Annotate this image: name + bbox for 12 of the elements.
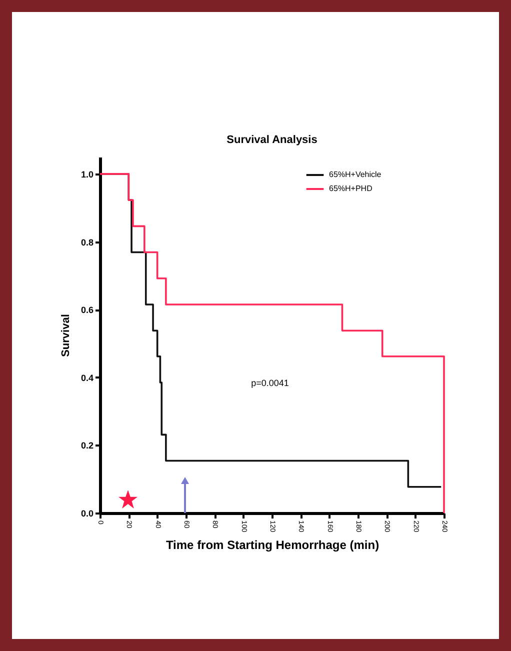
y-tick-label: 1.0: [80, 169, 94, 180]
legend-label: 65%H+PHD: [329, 184, 373, 193]
legend-label: 65%H+Vehicle: [329, 170, 382, 179]
y-tick-label: 0.4: [80, 372, 94, 383]
chart-title: Survival Analysis: [226, 134, 318, 146]
annotation: p=0.0041: [251, 378, 289, 388]
x-axis-title: Time from Starting Hemorrhage (min): [166, 538, 380, 552]
y-tick-label: 0.0: [80, 508, 94, 518]
y-tick-label: 0.8: [80, 237, 94, 248]
y-tick-label: 0.6: [80, 305, 94, 316]
y-axis-title: Survival: [60, 314, 72, 357]
y-tick-label: 0.2: [80, 440, 94, 451]
